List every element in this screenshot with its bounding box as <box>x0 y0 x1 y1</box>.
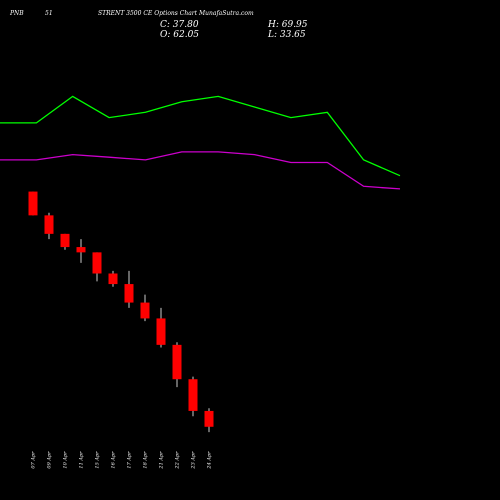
candles-layer <box>28 191 214 433</box>
candle-body <box>108 273 118 285</box>
candle-15-apr <box>92 252 102 282</box>
candle-18-apr <box>140 294 150 322</box>
candle-24-apr <box>204 408 214 433</box>
tag-label: 51 <box>45 10 53 17</box>
x-tick-label: 17 Apr <box>127 451 133 469</box>
chart-title: STRENT 3500 CE Options Chart MunafaSutra… <box>98 10 254 17</box>
x-tick-label: 10 Apr <box>63 451 69 469</box>
line-series-layer <box>0 95 401 190</box>
x-tick-label: 23 Apr <box>191 451 197 470</box>
candle-body <box>140 302 150 319</box>
candle-body <box>28 191 38 216</box>
x-tick-label: 11 Apr <box>79 451 85 469</box>
candle-body <box>188 379 198 411</box>
candle-16-apr <box>108 270 118 287</box>
candle-body <box>156 318 166 345</box>
candle-body <box>60 233 70 248</box>
x-axis-labels: 07 Apr 09 Apr 10 Apr 11 Apr 15 Apr 16 Apr 17 A… <box>31 451 213 470</box>
candle-body <box>76 247 86 253</box>
candle-11-apr <box>76 239 86 263</box>
x-tick-label: 15 Apr <box>95 451 101 469</box>
high-value: H: 69.95 <box>267 20 308 30</box>
candle-21-apr <box>156 307 166 348</box>
candle-body <box>172 344 182 380</box>
line-series-1 <box>0 95 401 177</box>
candle-body <box>92 252 102 274</box>
close-value: C: 37.80 <box>160 20 199 30</box>
candle-body <box>44 215 54 234</box>
candle-body <box>124 284 134 303</box>
x-tick-label: 09 Apr <box>47 451 53 469</box>
candle-23-apr <box>188 376 198 417</box>
x-tick-label: 18 Apr <box>143 451 149 469</box>
candle-body <box>204 410 214 427</box>
x-tick-label: 22 Apr <box>175 451 181 470</box>
x-tick-label: 16 Apr <box>111 451 117 469</box>
x-tick-label: 21 Apr <box>159 451 165 470</box>
line-series-2 <box>0 151 401 190</box>
candle-22-apr <box>172 342 182 388</box>
candle-10-apr <box>60 233 70 250</box>
candle-07-apr <box>28 191 38 216</box>
candle-09-apr <box>44 212 54 240</box>
x-tick-label: 24 Apr <box>207 451 213 470</box>
low-value: L: 33.65 <box>267 30 306 40</box>
candle-17-apr <box>124 270 134 308</box>
open-value: O: 62.05 <box>160 30 199 40</box>
x-tick-label: 07 Apr <box>31 451 37 469</box>
exchange-label: PNB <box>9 10 24 17</box>
